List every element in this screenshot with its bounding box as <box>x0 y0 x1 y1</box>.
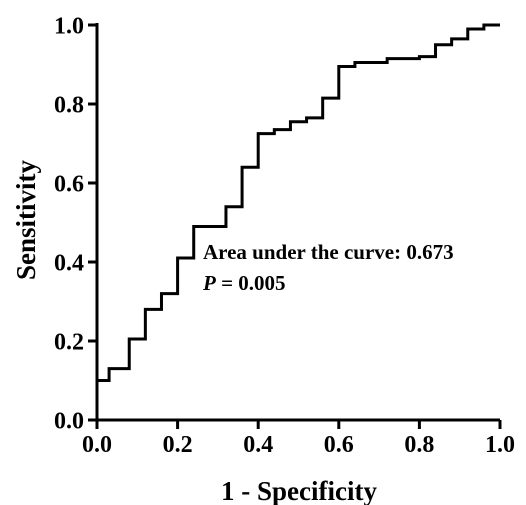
p-value-text: = 0.005 <box>216 271 286 295</box>
y-tick-label: 0.6 <box>54 172 84 198</box>
x-tick-label: 0.2 <box>163 432 193 458</box>
y-tick-label: 0.0 <box>54 409 84 435</box>
x-tick-label: 0.6 <box>324 432 354 458</box>
roc-curve-line <box>97 23 500 382</box>
y-tick-label: 0.4 <box>54 251 84 277</box>
x-tick-label: 0.0 <box>82 432 112 458</box>
axes <box>95 23 500 422</box>
y-tick-label: 1.0 <box>54 14 84 40</box>
ticks <box>88 23 502 429</box>
y-axis-label: Sensitivity <box>11 159 41 280</box>
x-tick-label: 0.8 <box>404 432 434 458</box>
p-letter: P <box>202 271 216 295</box>
y-tick-label: 0.2 <box>54 330 84 356</box>
y-tick-label: 0.8 <box>54 93 84 119</box>
tick-labels: 0.0 0.2 0.4 0.6 0.8 1.0 0.0 0.2 0.4 0.6 0.8 1.0 <box>54 14 515 459</box>
x-axis-label: 1 - Specificity <box>221 476 377 505</box>
x-tick-label: 1.0 <box>485 432 515 458</box>
x-tick-label: 0.4 <box>243 432 273 458</box>
auc-annotation: Area under the curve: 0.673 <box>203 240 454 264</box>
p-value-annotation: P = 0.005 <box>202 271 286 295</box>
